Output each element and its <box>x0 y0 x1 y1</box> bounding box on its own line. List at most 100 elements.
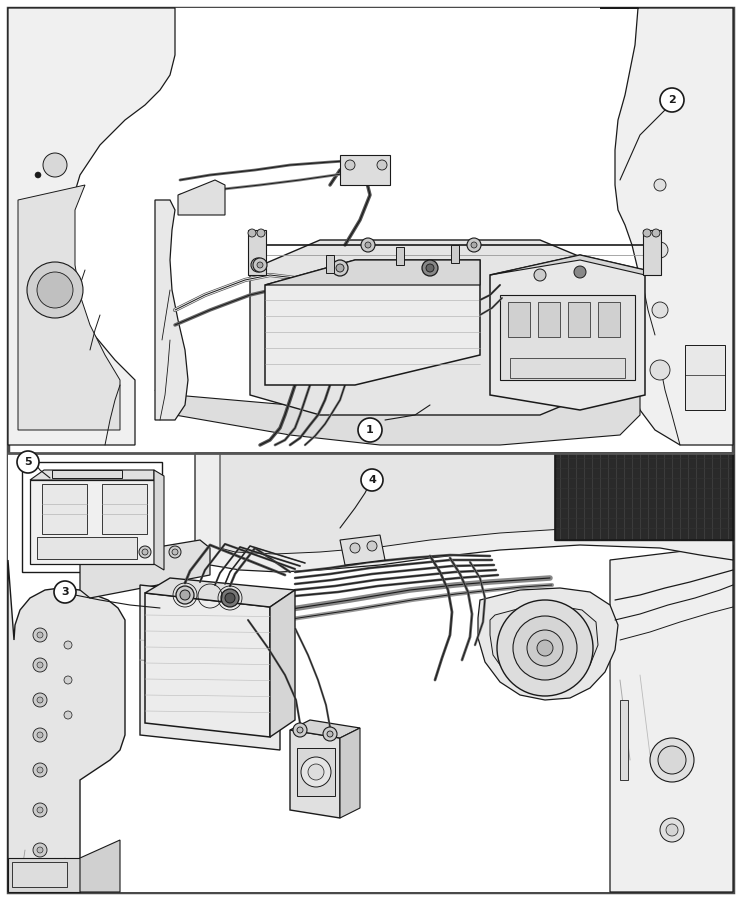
Polygon shape <box>270 590 295 737</box>
Circle shape <box>33 843 47 857</box>
FancyBboxPatch shape <box>508 302 530 337</box>
Circle shape <box>336 264 344 272</box>
Polygon shape <box>80 840 120 892</box>
Polygon shape <box>145 593 270 737</box>
Circle shape <box>33 658 47 672</box>
Circle shape <box>251 258 265 272</box>
Circle shape <box>377 160 387 170</box>
Circle shape <box>107 549 113 555</box>
Circle shape <box>652 242 668 258</box>
FancyBboxPatch shape <box>326 255 334 273</box>
Circle shape <box>361 469 383 491</box>
Text: 5: 5 <box>24 457 32 467</box>
Circle shape <box>33 628 47 642</box>
Polygon shape <box>340 728 360 818</box>
Circle shape <box>35 172 41 178</box>
Circle shape <box>467 238 481 252</box>
FancyBboxPatch shape <box>451 245 459 263</box>
Polygon shape <box>290 720 360 738</box>
Circle shape <box>54 581 76 603</box>
Circle shape <box>17 451 39 473</box>
Polygon shape <box>250 240 600 415</box>
FancyBboxPatch shape <box>500 295 635 380</box>
Circle shape <box>426 264 434 272</box>
Circle shape <box>363 158 377 172</box>
Circle shape <box>358 418 382 442</box>
Polygon shape <box>340 535 385 565</box>
Circle shape <box>513 616 577 680</box>
FancyBboxPatch shape <box>12 862 67 887</box>
Polygon shape <box>140 585 280 750</box>
FancyBboxPatch shape <box>538 302 560 337</box>
Circle shape <box>422 260 438 276</box>
Circle shape <box>176 586 194 604</box>
Circle shape <box>652 302 668 318</box>
Circle shape <box>527 630 563 666</box>
Circle shape <box>104 546 116 558</box>
FancyBboxPatch shape <box>8 453 733 892</box>
Text: 1: 1 <box>366 425 374 435</box>
Circle shape <box>33 728 47 742</box>
Circle shape <box>33 763 47 777</box>
Circle shape <box>293 723 307 737</box>
Polygon shape <box>610 545 733 892</box>
Circle shape <box>257 262 263 268</box>
Polygon shape <box>220 453 733 554</box>
Circle shape <box>332 260 348 276</box>
FancyBboxPatch shape <box>685 345 725 410</box>
Polygon shape <box>490 606 598 685</box>
Polygon shape <box>265 260 480 285</box>
Circle shape <box>37 732 43 738</box>
Circle shape <box>221 589 239 607</box>
Circle shape <box>537 640 553 656</box>
Circle shape <box>471 242 477 248</box>
Circle shape <box>27 262 83 318</box>
Circle shape <box>658 746 686 774</box>
Circle shape <box>37 632 43 638</box>
FancyBboxPatch shape <box>396 247 404 265</box>
FancyBboxPatch shape <box>37 537 137 559</box>
Circle shape <box>169 546 181 558</box>
FancyBboxPatch shape <box>510 358 625 378</box>
Circle shape <box>253 258 267 272</box>
FancyBboxPatch shape <box>297 748 335 796</box>
FancyBboxPatch shape <box>620 700 628 780</box>
Circle shape <box>248 229 256 237</box>
Polygon shape <box>490 255 645 410</box>
Polygon shape <box>8 858 80 892</box>
Polygon shape <box>195 453 733 572</box>
Polygon shape <box>265 260 480 385</box>
Circle shape <box>650 738 694 782</box>
Polygon shape <box>490 255 645 275</box>
Circle shape <box>650 360 670 380</box>
Circle shape <box>654 179 666 191</box>
Circle shape <box>257 229 265 237</box>
Polygon shape <box>178 180 225 215</box>
FancyBboxPatch shape <box>52 470 122 478</box>
Circle shape <box>37 662 43 668</box>
Circle shape <box>574 266 586 278</box>
FancyBboxPatch shape <box>22 462 162 572</box>
Circle shape <box>297 727 303 733</box>
Circle shape <box>497 600 593 696</box>
Polygon shape <box>30 480 154 564</box>
Circle shape <box>37 697 43 703</box>
Circle shape <box>142 549 148 555</box>
Circle shape <box>37 807 43 813</box>
Polygon shape <box>30 470 154 480</box>
Circle shape <box>64 676 72 684</box>
Circle shape <box>139 546 151 558</box>
Circle shape <box>350 543 360 553</box>
Circle shape <box>33 693 47 707</box>
FancyBboxPatch shape <box>643 230 661 275</box>
Circle shape <box>345 160 355 170</box>
Circle shape <box>301 757 331 787</box>
Circle shape <box>37 272 73 308</box>
Polygon shape <box>18 185 120 430</box>
Text: 4: 4 <box>368 475 376 485</box>
Circle shape <box>361 238 375 252</box>
Circle shape <box>37 767 43 773</box>
Text: 3: 3 <box>62 587 69 597</box>
Polygon shape <box>154 470 164 570</box>
Circle shape <box>367 541 377 551</box>
